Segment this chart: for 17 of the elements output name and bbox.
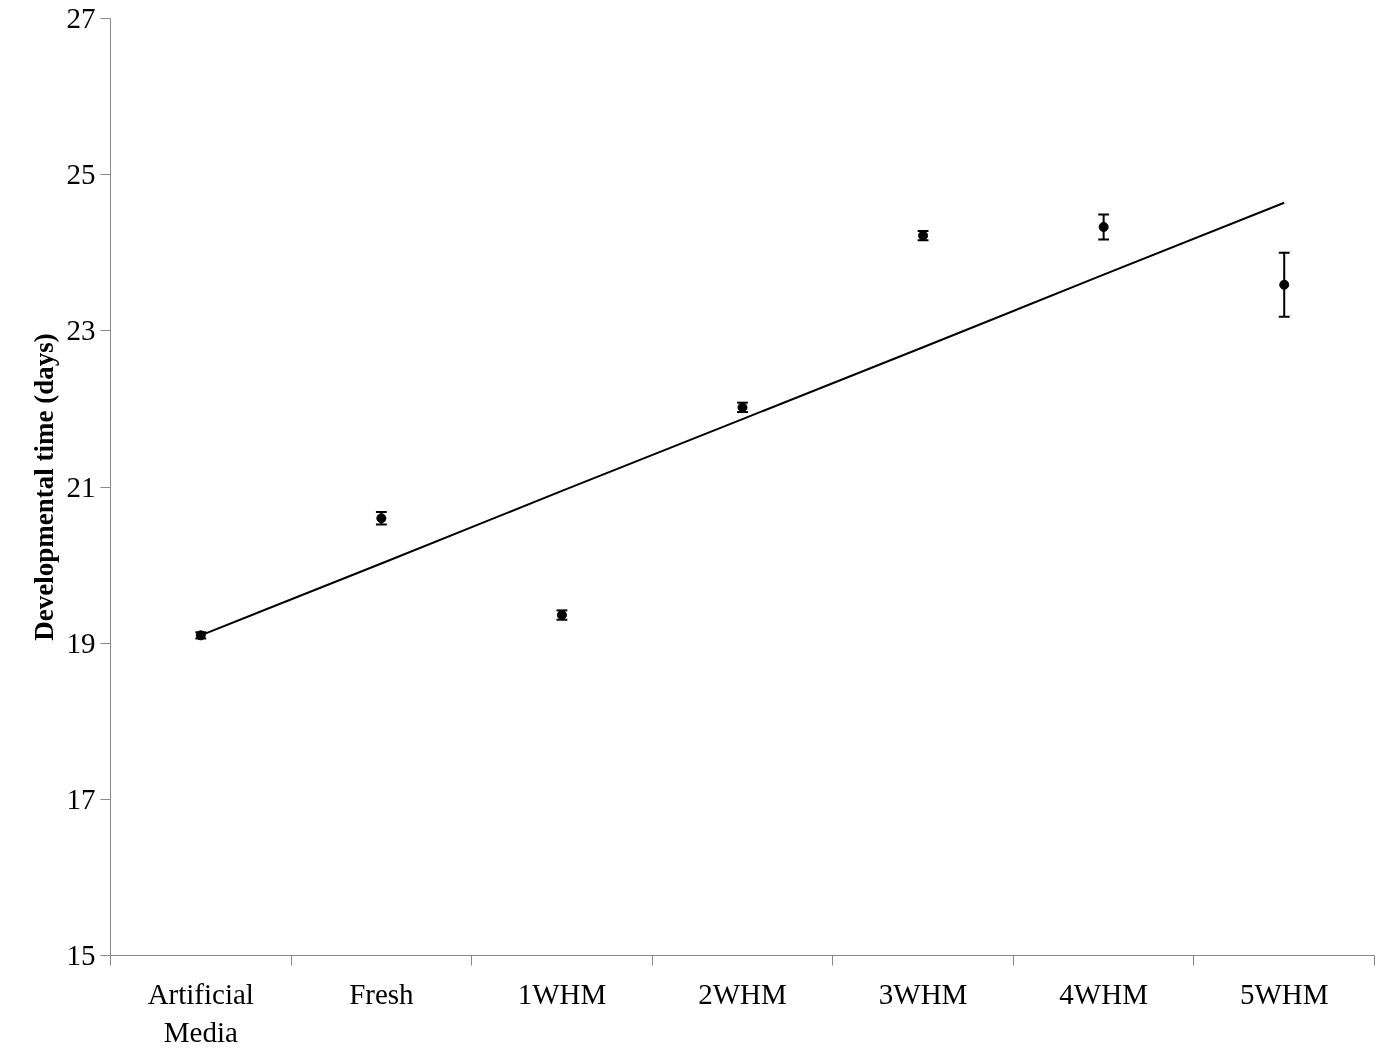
x-tick-label: 3WHM: [878, 977, 968, 1010]
y-tick-label: 19: [66, 626, 96, 659]
y-tick-label: 23: [66, 314, 96, 347]
y-tick-label: 21: [66, 470, 96, 503]
y-tick-label: 27: [66, 2, 96, 34]
x-tick-label: Fresh: [349, 977, 415, 1010]
y-tick-label: 15: [66, 939, 96, 971]
x-tick-label: 5WHM: [1239, 977, 1329, 1010]
y-tick-label: 25: [66, 158, 96, 191]
point: [1098, 221, 1109, 232]
x-tick-label: 1WHM: [517, 977, 607, 1010]
y-axis-title: Developmental time (days): [28, 333, 59, 641]
y-tick-label: 17: [66, 782, 96, 815]
x-tick-label: 4WHM: [1059, 977, 1148, 1010]
point: [1279, 279, 1290, 290]
x-tick-label: Artificial Media: [147, 977, 254, 1048]
x-tick-label: 2WHM: [698, 977, 787, 1010]
